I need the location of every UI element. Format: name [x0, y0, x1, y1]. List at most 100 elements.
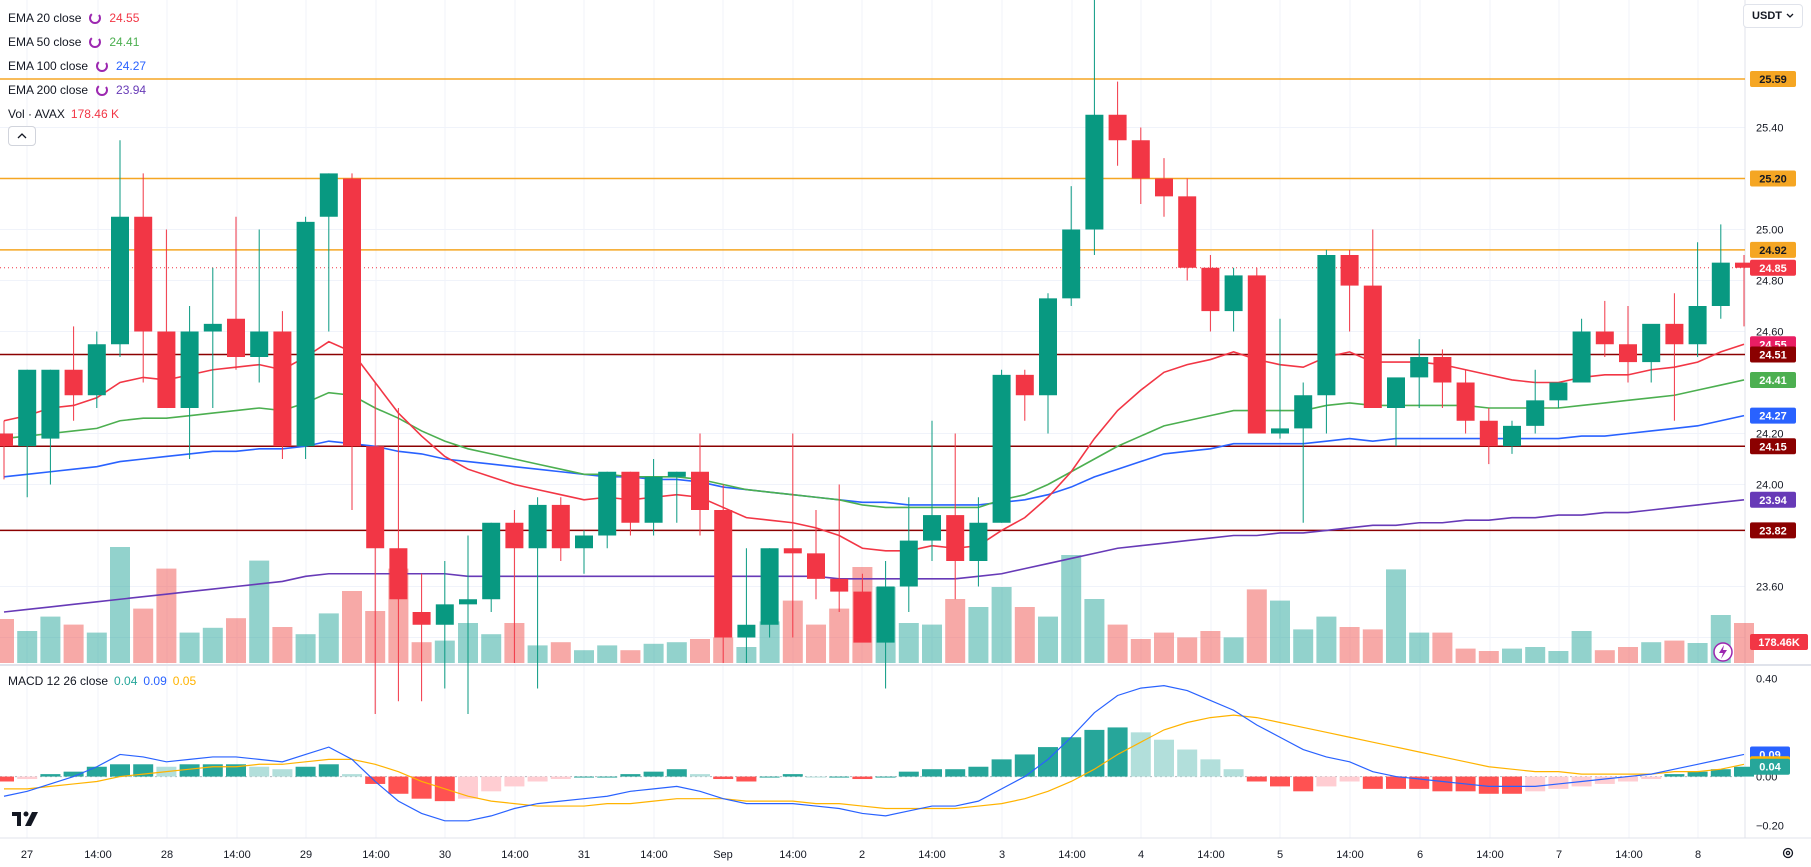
volume-bar	[1061, 555, 1082, 663]
price-tick-label: 25.40	[1756, 123, 1784, 135]
candle-body	[1015, 374, 1034, 396]
volume-bar	[620, 650, 641, 663]
time-tick-label: 14:00	[223, 849, 251, 861]
candle-body	[1526, 400, 1545, 426]
ema100-line	[3, 414, 1745, 506]
macd-hist-bar	[40, 774, 61, 777]
macd-hist-bar	[1548, 776, 1569, 789]
volume-bar	[806, 624, 826, 663]
candle	[250, 229, 269, 383]
legend-volume[interactable]: Vol · AVAX 178.46 K	[8, 102, 146, 126]
candle-body	[644, 476, 663, 523]
price-badge: 23.82	[1750, 522, 1796, 539]
candle	[621, 471, 640, 536]
candle-body	[157, 331, 176, 408]
macd-hist-bar	[945, 769, 966, 777]
volume-bar	[898, 623, 919, 663]
macd-hist-bar	[1316, 776, 1337, 787]
candle	[992, 369, 1011, 523]
price-badge-bg	[1750, 170, 1796, 187]
candle	[180, 306, 199, 459]
macd-hist-bar	[1177, 749, 1198, 777]
time-tick-label: 4	[1138, 849, 1144, 861]
volume-bar	[968, 607, 989, 663]
volume-bar	[272, 627, 293, 663]
candle-body	[807, 553, 825, 579]
currency-label: USDT	[1752, 10, 1782, 22]
macd-badge: 0.04	[1750, 758, 1790, 775]
macd-signal-line	[4, 714, 1745, 810]
candle	[366, 382, 385, 714]
legend-ema50[interactable]: EMA 50 close 24.41	[8, 30, 146, 54]
price-badge-bg	[1750, 522, 1796, 539]
time-tick-label: 14:00	[779, 849, 807, 861]
candle-body	[946, 515, 965, 561]
volume-bar	[1107, 624, 1128, 663]
time-tick-label: 3	[999, 849, 1005, 861]
macd-hist-bar	[643, 771, 664, 777]
price-badge: 24.27	[1750, 407, 1796, 424]
candle-body	[899, 540, 918, 587]
ema200-value: 23.94	[116, 83, 147, 97]
time-tick-label: 5	[1277, 849, 1283, 861]
legend-ema200[interactable]: EMA 200 close 23.94	[8, 78, 146, 102]
candle-body	[64, 369, 83, 396]
candle	[296, 216, 315, 459]
price-tick-label: 24.80	[1756, 276, 1784, 288]
candle-body	[459, 599, 477, 605]
macd-tick-label: 0.40	[1756, 673, 1777, 685]
volume-bar	[1362, 629, 1383, 663]
candle-body	[273, 331, 292, 447]
volume-bar	[1316, 616, 1337, 663]
candle-body	[1572, 331, 1591, 383]
ema200-line	[3, 499, 1745, 613]
candle	[1526, 369, 1545, 434]
macd-signal-value: 0.05	[172, 674, 197, 688]
time-tick-label: 29	[300, 849, 312, 861]
price-badge-label: 24.41	[1759, 375, 1787, 387]
volume-name: Vol · AVAX	[8, 107, 65, 121]
collapse-legend-button[interactable]	[8, 126, 36, 146]
volume-bar	[1177, 637, 1198, 663]
ema200-loading-icon	[94, 82, 110, 98]
macd-hist-bar	[110, 764, 130, 777]
legend-ema100[interactable]: EMA 100 close 24.27	[8, 54, 146, 78]
ema50-line	[3, 379, 1745, 509]
candle	[134, 173, 153, 383]
candle-body	[227, 318, 245, 357]
candle	[64, 326, 83, 421]
volume-bar	[1571, 631, 1592, 663]
price-tick-label: 24.00	[1756, 480, 1784, 492]
candle	[203, 267, 222, 408]
candle-body	[412, 612, 431, 625]
time-tick-label: 14:00	[362, 849, 390, 861]
currency-selector[interactable]: USDT	[1743, 4, 1803, 28]
macd-legend[interactable]: MACD 12 26 close 0.04 0.09 0.05	[8, 674, 196, 688]
candle-body	[111, 216, 129, 345]
candle	[1178, 178, 1197, 281]
candle	[1085, 0, 1104, 255]
candle	[899, 497, 918, 612]
volume-badge-bg	[1750, 634, 1808, 650]
price-tick-label: 25.00	[1756, 225, 1784, 237]
candle	[1294, 382, 1313, 523]
candle-body	[250, 331, 269, 357]
ema200-name: EMA 200 close	[8, 83, 89, 97]
candle	[1131, 127, 1150, 204]
macd-hist-bar	[1130, 732, 1151, 777]
candle	[435, 561, 454, 689]
price-badge-label: 24.92	[1759, 245, 1787, 257]
price-badge: 24.85	[1750, 259, 1796, 276]
candle	[157, 229, 176, 408]
volume-bar	[597, 645, 618, 663]
volume-bar	[1687, 643, 1708, 663]
legend-ema20[interactable]: EMA 20 close 24.55	[8, 6, 146, 30]
settings-icon[interactable]	[1781, 846, 1795, 863]
candle	[1108, 81, 1127, 166]
volume-bar	[1664, 640, 1685, 663]
candle	[1340, 249, 1359, 332]
tradingview-logo[interactable]	[12, 810, 44, 831]
price-badge-label: 24.27	[1759, 411, 1787, 423]
time-tick-label: Sep	[713, 849, 733, 861]
